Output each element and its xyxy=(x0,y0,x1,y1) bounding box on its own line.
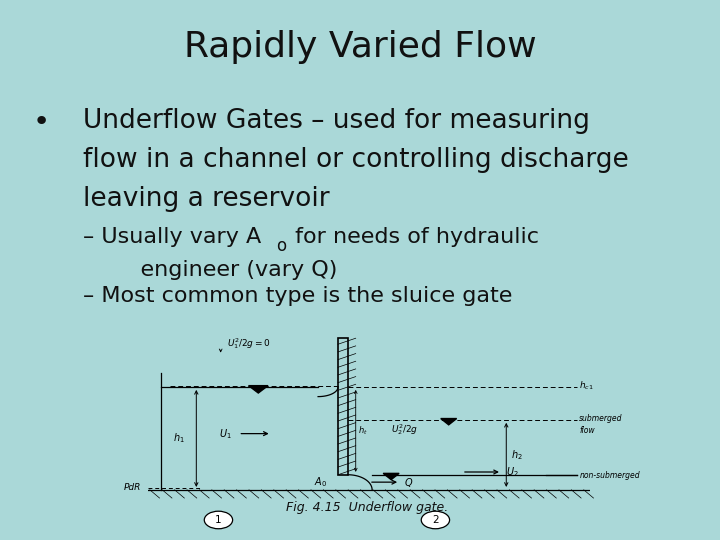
Polygon shape xyxy=(248,386,268,393)
Text: Fig. 4.15  Underflow gate.: Fig. 4.15 Underflow gate. xyxy=(286,501,449,514)
Text: $h_t$: $h_t$ xyxy=(358,424,368,437)
Text: engineer (vary Q): engineer (vary Q) xyxy=(112,260,337,280)
Text: 2: 2 xyxy=(432,515,438,525)
Text: $h_{c1}$: $h_{c1}$ xyxy=(580,380,594,392)
Text: submerged: submerged xyxy=(580,414,623,423)
Circle shape xyxy=(421,511,449,529)
Text: $A_0$: $A_0$ xyxy=(314,475,327,489)
Text: $U_1^2/2g = 0$: $U_1^2/2g = 0$ xyxy=(228,336,271,350)
Text: for needs of hydraulic: for needs of hydraulic xyxy=(288,227,539,247)
Text: 1: 1 xyxy=(215,515,222,525)
Text: $Q$: $Q$ xyxy=(405,476,414,489)
Text: o: o xyxy=(276,237,286,254)
Polygon shape xyxy=(441,418,456,425)
Text: $U_2^2/2g$: $U_2^2/2g$ xyxy=(391,422,418,437)
Bar xyxy=(338,338,348,475)
Polygon shape xyxy=(383,474,399,480)
Text: •: • xyxy=(32,108,50,136)
Text: $h_1$: $h_1$ xyxy=(174,431,185,446)
Text: Underflow Gates – used for measuring: Underflow Gates – used for measuring xyxy=(83,108,590,134)
Text: non-submerged: non-submerged xyxy=(580,471,640,480)
Text: $h_2$: $h_2$ xyxy=(510,448,523,462)
Text: flow in a channel or controlling discharge: flow in a channel or controlling dischar… xyxy=(83,147,629,173)
Text: flow: flow xyxy=(580,426,595,435)
Text: $U_2$: $U_2$ xyxy=(506,465,519,479)
Text: PdR: PdR xyxy=(124,483,141,492)
Circle shape xyxy=(204,511,233,529)
Text: leaving a reservoir: leaving a reservoir xyxy=(83,186,330,212)
Text: – Most common type is the sluice gate: – Most common type is the sluice gate xyxy=(83,286,512,306)
Text: $U_1$: $U_1$ xyxy=(219,427,232,441)
Text: Rapidly Varied Flow: Rapidly Varied Flow xyxy=(184,30,536,64)
Text: – Usually vary A: – Usually vary A xyxy=(83,227,261,247)
